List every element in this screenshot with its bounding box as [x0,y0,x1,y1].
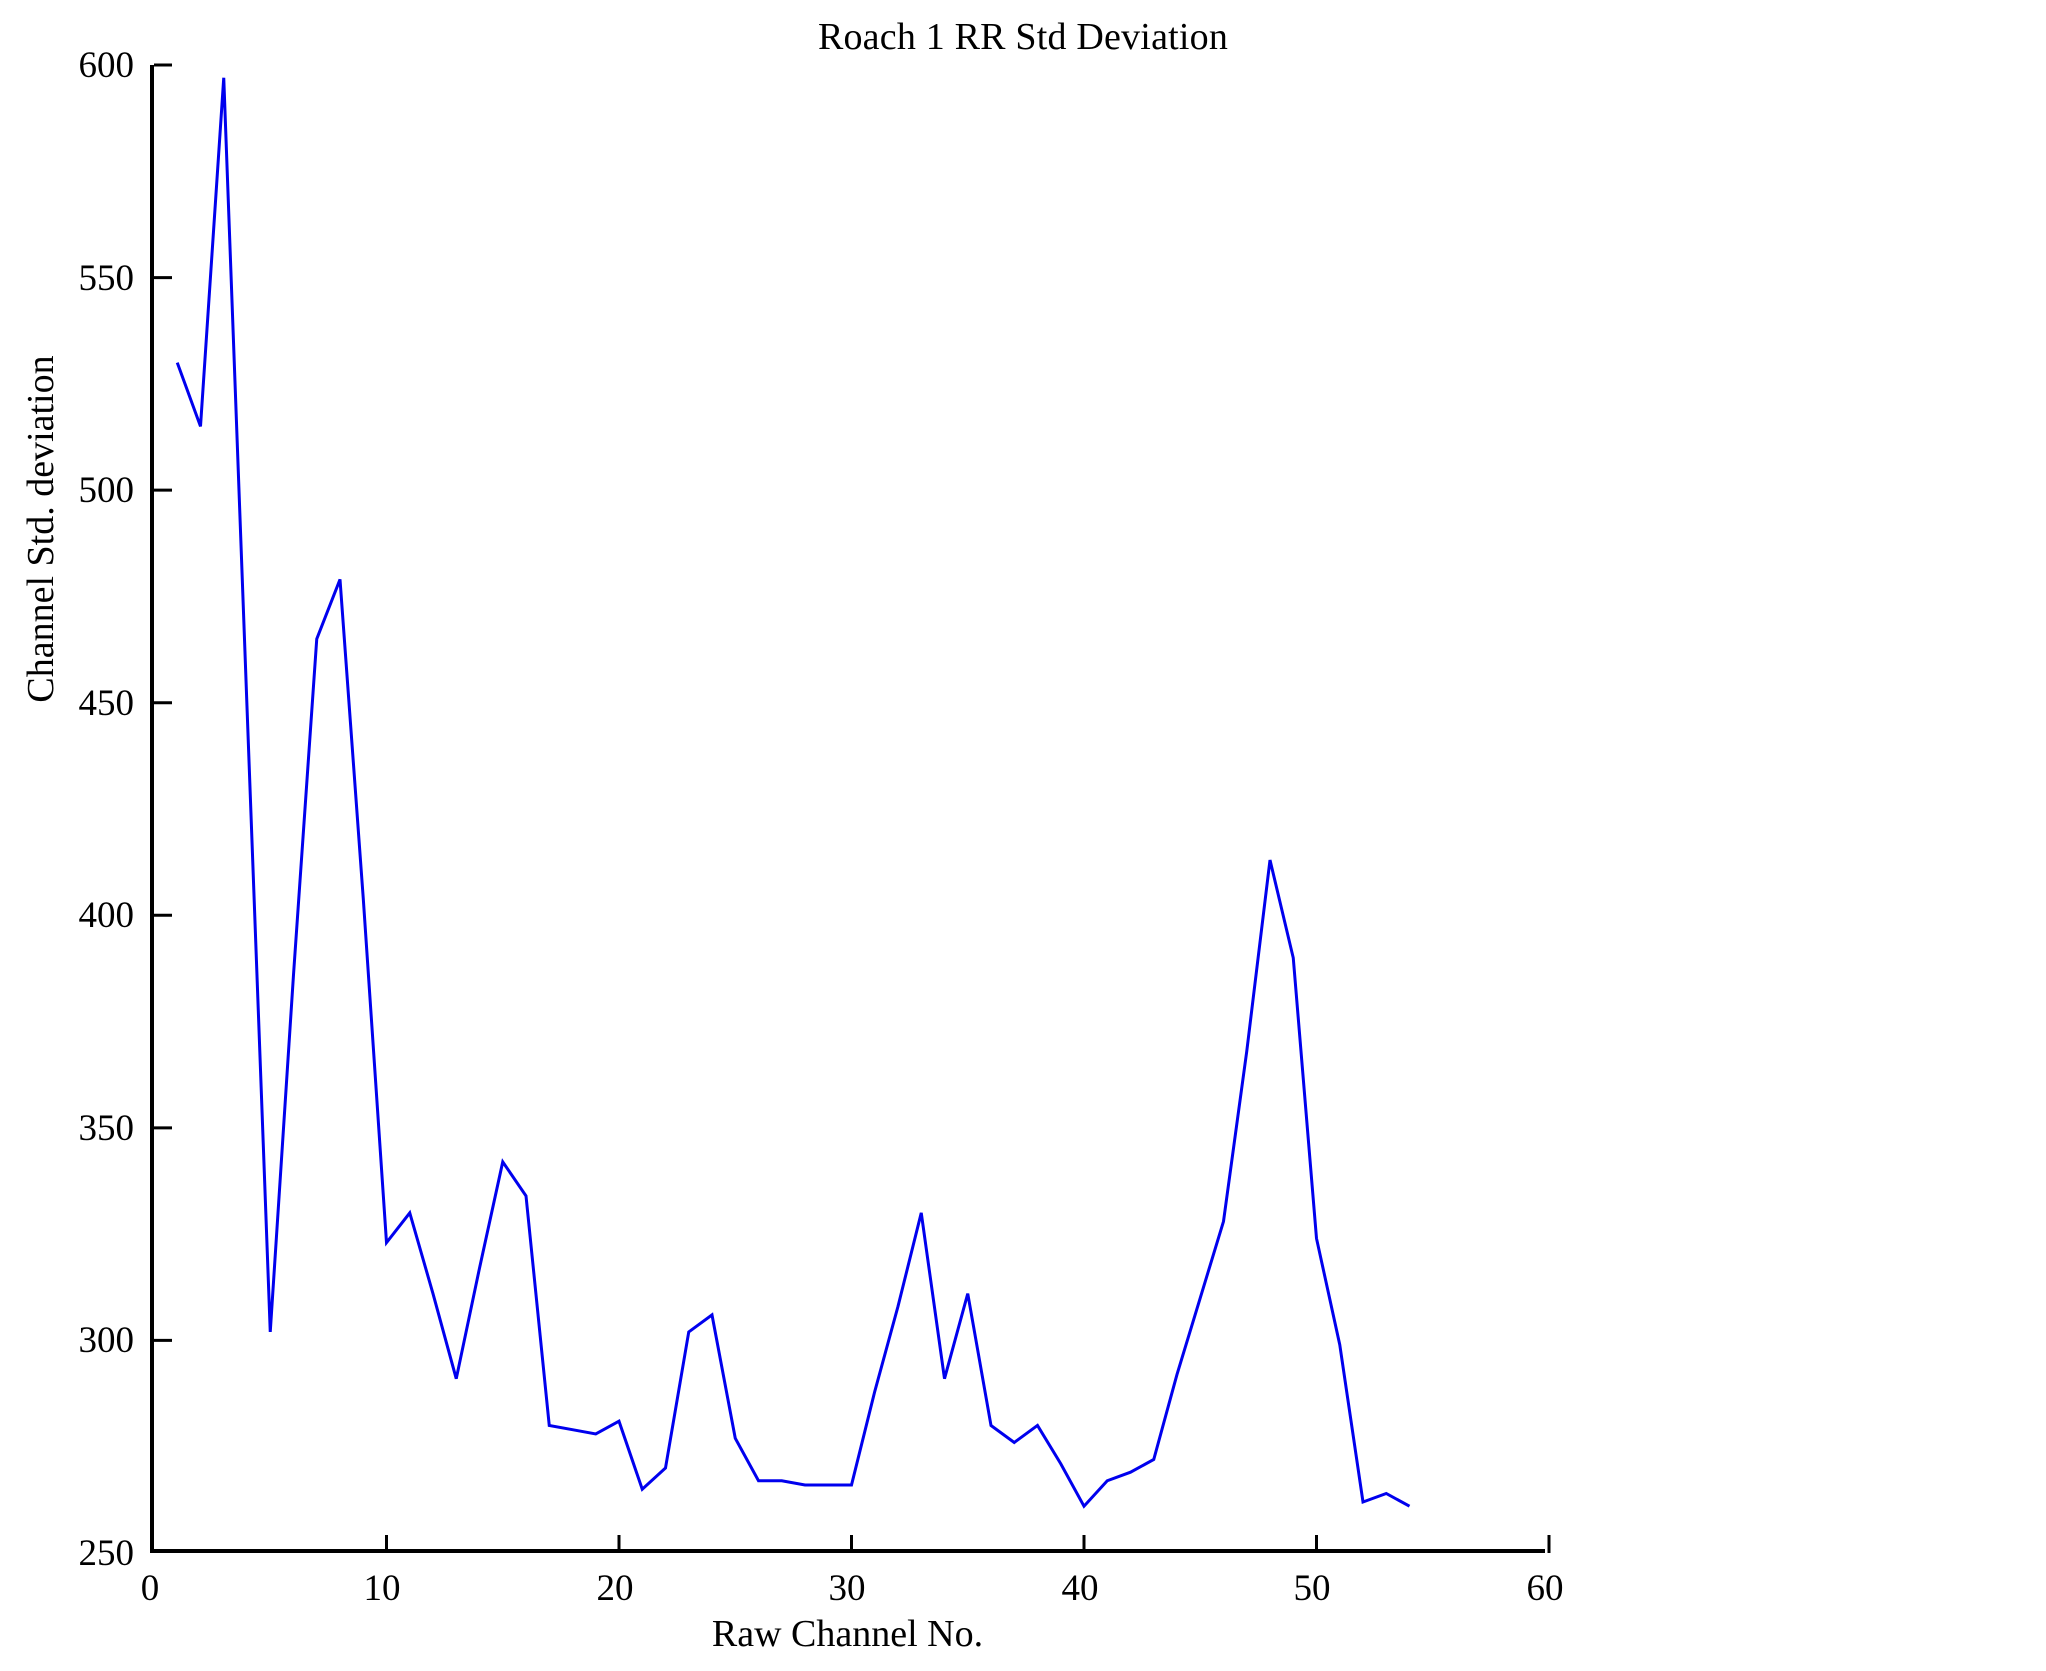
y-tick-250: 250 [78,1533,135,1574]
x-tick-40: 40 [1061,1568,1099,1609]
y-tick-300: 300 [78,1320,135,1361]
y-tick-600: 600 [78,45,135,86]
data-plot [154,63,1551,1553]
data-series-line [175,77,1411,1509]
y-axis-label-wrapper: Channel Std. deviation [0,355,447,702]
x-tick-20: 20 [596,1568,634,1609]
y-axis-label: Channel Std. deviation [20,355,62,703]
x-axis-label: Raw Channel No. [711,1613,984,1655]
y-tick-450: 450 [78,683,135,724]
x-tick-60: 60 [1526,1568,1564,1609]
plot-area [150,63,1551,1553]
x-axis-tick-labels: 0 10 20 30 40 50 60 [0,1570,2046,1630]
x-tick-0: 0 [140,1568,160,1609]
y-tick-350: 350 [78,1108,135,1149]
y-tick-400: 400 [78,895,135,936]
y-axis-ticks [154,63,172,1342]
x-tick-30: 30 [828,1568,866,1609]
x-tick-50: 50 [1293,1568,1331,1609]
x-axis-ticks [385,1535,1551,1553]
y-axis-tick-labels: 600 550 500 450 400 350 300 250 [0,0,135,1671]
y-tick-500: 500 [78,470,135,511]
x-tick-10: 10 [363,1568,401,1609]
page-title: Roach 1 RR Std Deviation [817,16,1229,58]
y-tick-550: 550 [78,258,135,299]
